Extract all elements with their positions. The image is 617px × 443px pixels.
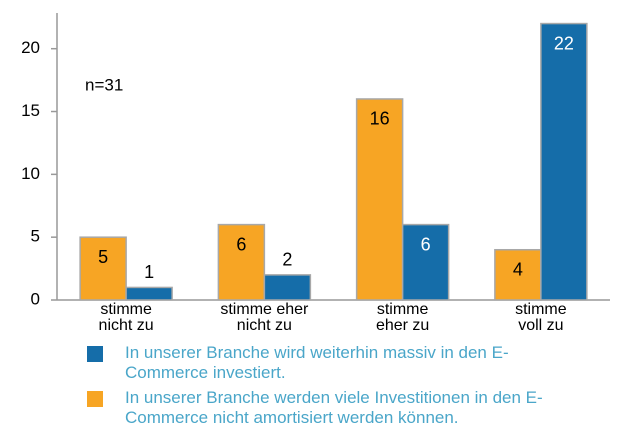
value-label: 22 bbox=[554, 33, 574, 53]
legend-swatch bbox=[87, 391, 103, 407]
x-tick-label: voll zu bbox=[518, 317, 563, 334]
annotation: n=31 bbox=[85, 75, 123, 94]
x-tick-label: stimme eher bbox=[220, 301, 309, 318]
legend-swatch bbox=[87, 346, 103, 362]
legend-label: In unserer Branche werden viele Investit… bbox=[125, 388, 543, 427]
y-tick-label: 5 bbox=[31, 227, 40, 246]
value-label: 16 bbox=[370, 109, 390, 129]
legend-label: In unserer Branche wird weiterhin massiv… bbox=[125, 343, 509, 382]
x-tick-label: stimme bbox=[515, 301, 567, 318]
bar bbox=[217, 223, 266, 301]
bar bbox=[401, 223, 450, 301]
legend-item: In unserer Branche wird weiterhin massiv… bbox=[87, 343, 565, 383]
bar bbox=[125, 286, 173, 301]
y-tick-label: 15 bbox=[21, 101, 40, 120]
value-label: 6 bbox=[421, 234, 431, 254]
x-tick-label: eher zu bbox=[376, 317, 429, 334]
value-label: 2 bbox=[282, 250, 292, 270]
bar bbox=[494, 248, 542, 301]
x-tick-label: stimme bbox=[377, 301, 429, 318]
value-label: 4 bbox=[513, 259, 523, 279]
x-tick-label: stimme bbox=[100, 301, 152, 318]
bar bbox=[79, 236, 127, 301]
bar bbox=[263, 274, 312, 301]
value-label: 6 bbox=[236, 234, 246, 254]
y-tick-label: 10 bbox=[21, 164, 40, 183]
value-label: 5 bbox=[98, 247, 108, 267]
y-tick-label: 20 bbox=[21, 38, 40, 57]
y-tick-label: 0 bbox=[31, 289, 40, 308]
value-label: 1 bbox=[144, 262, 154, 282]
legend-item: In unserer Branche werden viele Investit… bbox=[87, 388, 565, 428]
x-tick-label: nicht zu bbox=[237, 317, 292, 334]
bar bbox=[355, 98, 404, 301]
bar bbox=[540, 22, 588, 301]
x-tick-label: nicht zu bbox=[99, 317, 154, 334]
